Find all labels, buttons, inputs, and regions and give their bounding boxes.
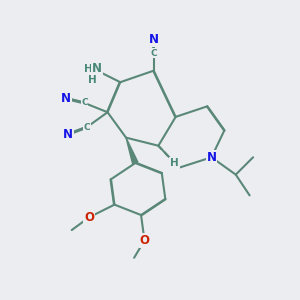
Text: C: C	[150, 49, 157, 58]
Text: N: N	[149, 33, 159, 46]
Text: O: O	[84, 211, 94, 224]
Text: H: H	[84, 64, 93, 74]
Text: C: C	[83, 123, 90, 132]
Text: N: N	[63, 128, 73, 141]
Text: N: N	[92, 62, 102, 75]
Text: O: O	[140, 234, 149, 247]
Text: H: H	[88, 75, 97, 85]
Text: N: N	[61, 92, 71, 105]
Text: C: C	[81, 98, 88, 107]
Polygon shape	[126, 138, 138, 164]
Text: N: N	[206, 151, 217, 164]
Text: H: H	[170, 158, 179, 168]
